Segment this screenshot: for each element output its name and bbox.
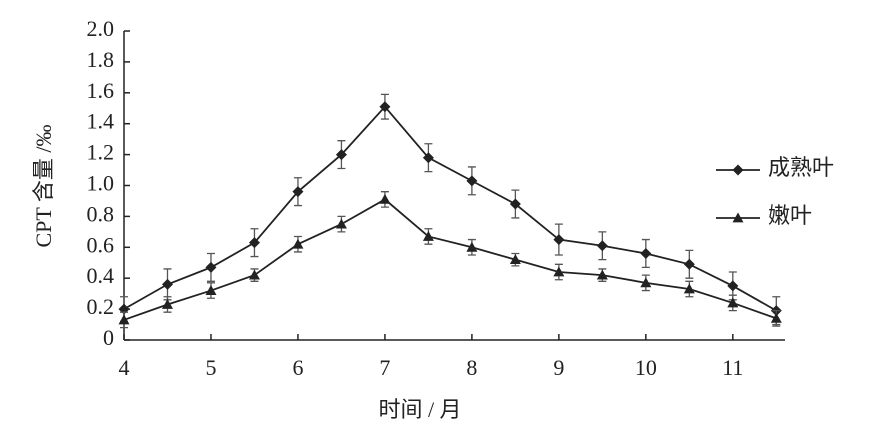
marker	[727, 297, 739, 308]
y-tick-label: 0	[103, 325, 114, 350]
x-tick-label: 7	[379, 355, 390, 380]
marker	[596, 240, 608, 252]
marker	[292, 238, 304, 249]
marker	[596, 269, 608, 280]
marker	[205, 261, 217, 273]
marker	[335, 149, 347, 161]
marker	[379, 101, 391, 113]
x-tick-label: 6	[292, 355, 303, 380]
y-tick-label: 0.2	[87, 294, 115, 319]
marker	[248, 269, 260, 280]
y-tick-label: 2.0	[87, 16, 115, 41]
marker	[466, 241, 478, 252]
x-tick-label: 5	[205, 355, 216, 380]
marker	[335, 218, 347, 229]
marker	[683, 258, 695, 270]
y-tick-label: 1.2	[87, 140, 115, 165]
marker	[509, 198, 521, 210]
marker	[205, 285, 217, 295]
x-tick-label: 8	[466, 355, 477, 380]
marker	[248, 237, 260, 249]
y-tick-label: 0.8	[87, 201, 115, 226]
marker	[732, 212, 744, 223]
marker	[161, 298, 173, 309]
marker	[422, 230, 434, 241]
marker	[640, 247, 652, 259]
series-line	[123, 198, 777, 321]
legend-label: 嫩叶	[768, 203, 812, 228]
marker	[770, 312, 782, 323]
marker	[509, 254, 521, 265]
marker	[553, 266, 565, 277]
marker	[292, 186, 304, 198]
y-axis-label: CPT 含量 /‰	[31, 124, 56, 247]
legend-label: 成熟叶	[768, 155, 834, 180]
marker	[640, 277, 652, 288]
marker	[466, 175, 478, 187]
x-tick-label: 10	[635, 355, 657, 380]
marker	[379, 193, 391, 204]
y-tick-label: 0.4	[87, 263, 115, 288]
marker	[553, 234, 565, 246]
marker	[118, 314, 130, 325]
marker	[727, 280, 739, 292]
marker	[422, 152, 434, 164]
x-tick-label: 4	[119, 355, 130, 380]
x-tick-label: 11	[722, 355, 743, 380]
marker	[732, 164, 744, 176]
y-tick-label: 1.0	[87, 171, 115, 196]
marker	[683, 283, 695, 294]
x-axis-label: 时间 / 月	[378, 397, 461, 422]
marker	[161, 278, 173, 290]
y-tick-label: 1.6	[87, 78, 115, 103]
y-tick-label: 1.8	[87, 47, 115, 72]
y-tick-label: 0.6	[87, 232, 115, 257]
x-tick-label: 9	[553, 355, 564, 380]
series-line	[123, 105, 777, 312]
y-tick-label: 1.4	[87, 109, 115, 134]
